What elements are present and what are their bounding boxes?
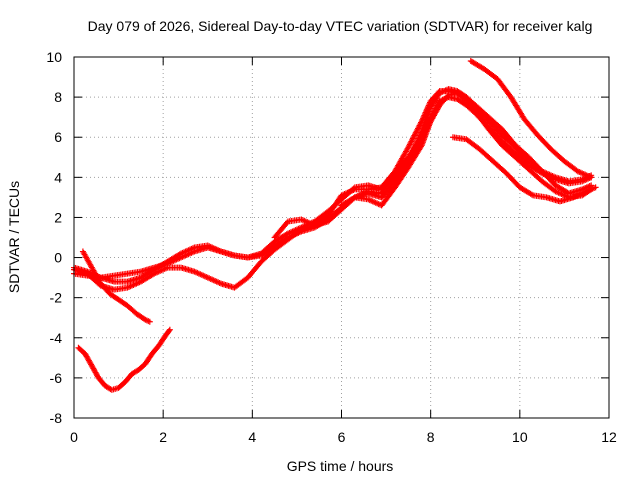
chart-title: Day 079 of 2026, Sidereal Day-to-day VTE… <box>88 18 593 34</box>
series-trace-e <box>271 102 443 241</box>
x-tick-label: 0 <box>70 429 78 445</box>
y-axis-title: SDTVAR / TECUs <box>6 181 22 293</box>
y-axis: -8 -6 -4 -2 0 2 4 6 8 10 <box>46 49 609 426</box>
series-trace-h <box>79 248 153 325</box>
y-tick-label: -6 <box>50 370 63 386</box>
series-trace-g <box>467 58 595 181</box>
x-tick-label: 2 <box>159 429 167 445</box>
data-point <box>146 318 153 325</box>
data-point <box>528 191 535 198</box>
data-point <box>417 143 424 150</box>
y-tick-label: -4 <box>50 330 63 346</box>
data-point <box>435 89 442 96</box>
data-point <box>166 326 173 333</box>
series-layer <box>71 58 599 393</box>
y-tick-label: 8 <box>54 89 62 105</box>
y-tick-label: -8 <box>50 410 63 426</box>
series-trace-a <box>71 94 595 281</box>
data-point <box>165 327 172 334</box>
x-tick-label: 10 <box>512 429 528 445</box>
x-tick-label: 6 <box>338 429 346 445</box>
data-point <box>588 174 595 181</box>
x-tick-label: 8 <box>427 429 435 445</box>
x-axis: 0 2 4 6 8 10 12 <box>70 57 617 445</box>
x-tick-label: 12 <box>601 429 617 445</box>
y-tick-label: 2 <box>54 209 62 225</box>
grid <box>74 57 609 418</box>
data-point <box>592 184 599 191</box>
y-tick-label: -2 <box>50 290 63 306</box>
series-trace-c <box>71 88 595 293</box>
x-tick-label: 4 <box>248 429 256 445</box>
y-tick-label: 10 <box>46 49 62 65</box>
x-axis-title: GPS time / hours <box>287 458 394 474</box>
y-tick-label: 6 <box>54 129 62 145</box>
y-tick-label: 0 <box>54 250 62 266</box>
series-trace-f <box>449 134 599 205</box>
y-tick-label: 4 <box>54 169 62 185</box>
data-point <box>436 102 443 109</box>
series-trace-i <box>75 326 173 393</box>
